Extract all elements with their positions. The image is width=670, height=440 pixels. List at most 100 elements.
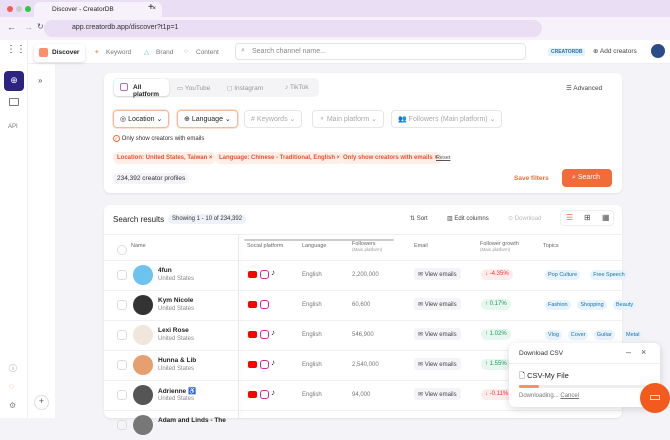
- youtube-icon[interactable]: [248, 331, 257, 338]
- youtube-icon[interactable]: [248, 271, 257, 278]
- table-row[interactable]: Adam and Linds - The: [104, 410, 622, 440]
- filter-chip-email[interactable]: Only show creators with emails ×: [339, 152, 442, 164]
- tab-instagram[interactable]: ◻ Instagram: [227, 85, 264, 92]
- close-icon[interactable]: ×: [641, 347, 647, 357]
- view-emails-button[interactable]: ✉ View emails: [414, 298, 461, 310]
- search-button[interactable]: ⌕ Search: [562, 169, 612, 187]
- folder-icon[interactable]: [9, 98, 19, 106]
- row-checkbox[interactable]: [117, 270, 127, 280]
- cancel-link[interactable]: Cancel: [560, 393, 580, 399]
- main-platform-dropdown[interactable]: ⚬ Main platform ⌄: [312, 110, 385, 128]
- instagram-icon[interactable]: [260, 330, 269, 339]
- nav-content[interactable]: ○ Content: [178, 44, 225, 62]
- url-field[interactable]: app.creatordb.app/discover?t1p=1: [44, 20, 542, 37]
- filter-chip-location[interactable]: Location: United States, Taiwan ×: [113, 152, 217, 164]
- keywords-dropdown[interactable]: # Keywords ⌄: [244, 110, 303, 128]
- tiktok-icon[interactable]: ♪: [271, 388, 275, 397]
- filter-chip-language[interactable]: Language: Chinese - Traditional, English…: [215, 152, 345, 164]
- creator-name[interactable]: Adam and Linds - The: [158, 417, 226, 424]
- email-checkbox[interactable]: ✓ Only show creators with emails: [113, 135, 204, 142]
- close-tab-icon[interactable]: ×: [152, 5, 156, 12]
- tiktok-icon[interactable]: ♪: [271, 358, 275, 367]
- user-avatar[interactable]: [651, 44, 665, 58]
- topic-tag[interactable]: Metal: [623, 330, 643, 340]
- help-icon[interactable]: ⓘ: [9, 364, 17, 373]
- add-creators-button[interactable]: ⊕ Add creators: [593, 48, 637, 55]
- creator-name[interactable]: 4fun: [158, 267, 172, 274]
- language-dropdown[interactable]: ⊕ Language ⌄: [177, 110, 238, 128]
- topic-tag[interactable]: Guitar: [593, 330, 615, 340]
- row-checkbox[interactable]: [117, 360, 127, 370]
- followers-dropdown[interactable]: 👥 Followers (Main platform) ⌄: [391, 110, 503, 128]
- maximize-window-button[interactable]: [25, 6, 31, 12]
- topic-tag[interactable]: Beauty: [613, 300, 637, 310]
- row-checkbox[interactable]: [117, 330, 127, 340]
- tab-all-platform[interactable]: All platform: [114, 79, 169, 98]
- topic-tag[interactable]: Fashion: [545, 300, 571, 310]
- tiktok-icon[interactable]: ♪: [271, 328, 275, 337]
- settings-icon[interactable]: ⚙: [9, 401, 17, 410]
- list-view-icon[interactable]: ☰: [566, 213, 574, 222]
- tab-youtube[interactable]: ▭ YouTube: [177, 85, 211, 92]
- location-dropdown[interactable]: ◎ Location ⌄: [113, 110, 170, 128]
- view-emails-button[interactable]: ✉ View emails: [414, 358, 461, 370]
- api-link[interactable]: API: [8, 124, 18, 130]
- topic-tag[interactable]: Pop Culture: [545, 270, 581, 280]
- forward-icon[interactable]: →: [24, 22, 33, 32]
- tiktok-icon[interactable]: ♪: [271, 268, 275, 277]
- table-view-icon[interactable]: ⊞: [584, 213, 591, 222]
- minimize-icon[interactable]: –: [626, 347, 632, 357]
- row-checkbox[interactable]: [117, 420, 127, 430]
- creator-name[interactable]: Lexi Rose: [158, 327, 189, 334]
- instagram-icon[interactable]: [260, 360, 269, 369]
- reset-link[interactable]: Reset: [436, 155, 451, 161]
- row-checkbox[interactable]: [117, 390, 127, 400]
- tab-tiktok[interactable]: ♪ TikTok: [285, 84, 309, 91]
- back-icon[interactable]: ←: [7, 22, 16, 32]
- creator-name[interactable]: Hunna & Lib: [158, 357, 197, 364]
- app-grid-icon[interactable]: ⋮⋮⋮: [6, 44, 36, 55]
- edit-columns-button[interactable]: ▥ Edit columns: [447, 216, 489, 222]
- table-row[interactable]: Hunna & Lib United States ♪ English 2,54…: [104, 350, 622, 380]
- sort-button[interactable]: ⇅ Sort: [410, 216, 428, 222]
- download-button[interactable]: ⊙ Download: [508, 216, 542, 222]
- table-row[interactable]: Kym Nicole United States English 60,600 …: [104, 290, 637, 320]
- close-window-button[interactable]: [7, 6, 13, 12]
- table-row[interactable]: Adrienne ♿ United States ♪ English 94,00…: [104, 380, 622, 410]
- chat-bubble-icon[interactable]: ◌: [9, 382, 14, 391]
- nav-brand[interactable]: △ Brand: [138, 44, 179, 62]
- topic-tag[interactable]: Free Speech: [590, 270, 628, 280]
- chat-button[interactable]: ▭: [640, 383, 670, 413]
- youtube-icon[interactable]: [248, 301, 257, 308]
- youtube-icon[interactable]: [248, 361, 257, 368]
- expand-sidebar-icon[interactable]: »: [38, 76, 43, 85]
- instagram-icon[interactable]: [260, 390, 269, 399]
- horizontal-scrollbar[interactable]: [244, 239, 394, 241]
- row-checkbox[interactable]: [117, 300, 127, 310]
- topic-tag[interactable]: Cover: [567, 330, 589, 340]
- youtube-icon[interactable]: [248, 391, 257, 398]
- nav-discover[interactable]: Discover: [34, 44, 86, 62]
- add-icon[interactable]: +: [34, 395, 49, 410]
- reload-icon[interactable]: ↻: [37, 22, 44, 31]
- instagram-icon[interactable]: [260, 300, 269, 309]
- channel-search-input[interactable]: ⌕ Search channel name...: [235, 43, 526, 60]
- creator-name[interactable]: Adrienne ♿: [158, 388, 197, 395]
- new-tab-button[interactable]: +: [148, 2, 154, 13]
- topic-tag[interactable]: Shopping: [577, 300, 607, 310]
- creator-name[interactable]: Kym Nicole: [158, 297, 194, 304]
- view-emails-button[interactable]: ✉ View emails: [414, 388, 461, 400]
- minimize-window-button[interactable]: [16, 6, 22, 12]
- view-emails-button[interactable]: ✉ View emails: [414, 328, 461, 340]
- table-row[interactable]: Lexi Rose United States ♪ English 546,90…: [104, 320, 643, 350]
- advanced-button[interactable]: ☰ Advanced: [566, 84, 602, 92]
- topic-tag[interactable]: Vlog: [545, 330, 563, 340]
- instagram-icon[interactable]: [260, 270, 269, 279]
- browser-tab[interactable]: Discover - CreatorDB ×: [34, 2, 162, 17]
- select-all-checkbox[interactable]: [117, 245, 127, 255]
- save-filters-button[interactable]: Save filters: [514, 175, 549, 182]
- nav-keyword[interactable]: ✦ Keyword: [88, 44, 137, 62]
- view-emails-button[interactable]: ✉ View emails: [414, 268, 461, 280]
- grid-view-icon[interactable]: ▦: [602, 213, 610, 222]
- table-row[interactable]: 4fun United States ♪ English 2,200,000 ✉…: [104, 260, 628, 290]
